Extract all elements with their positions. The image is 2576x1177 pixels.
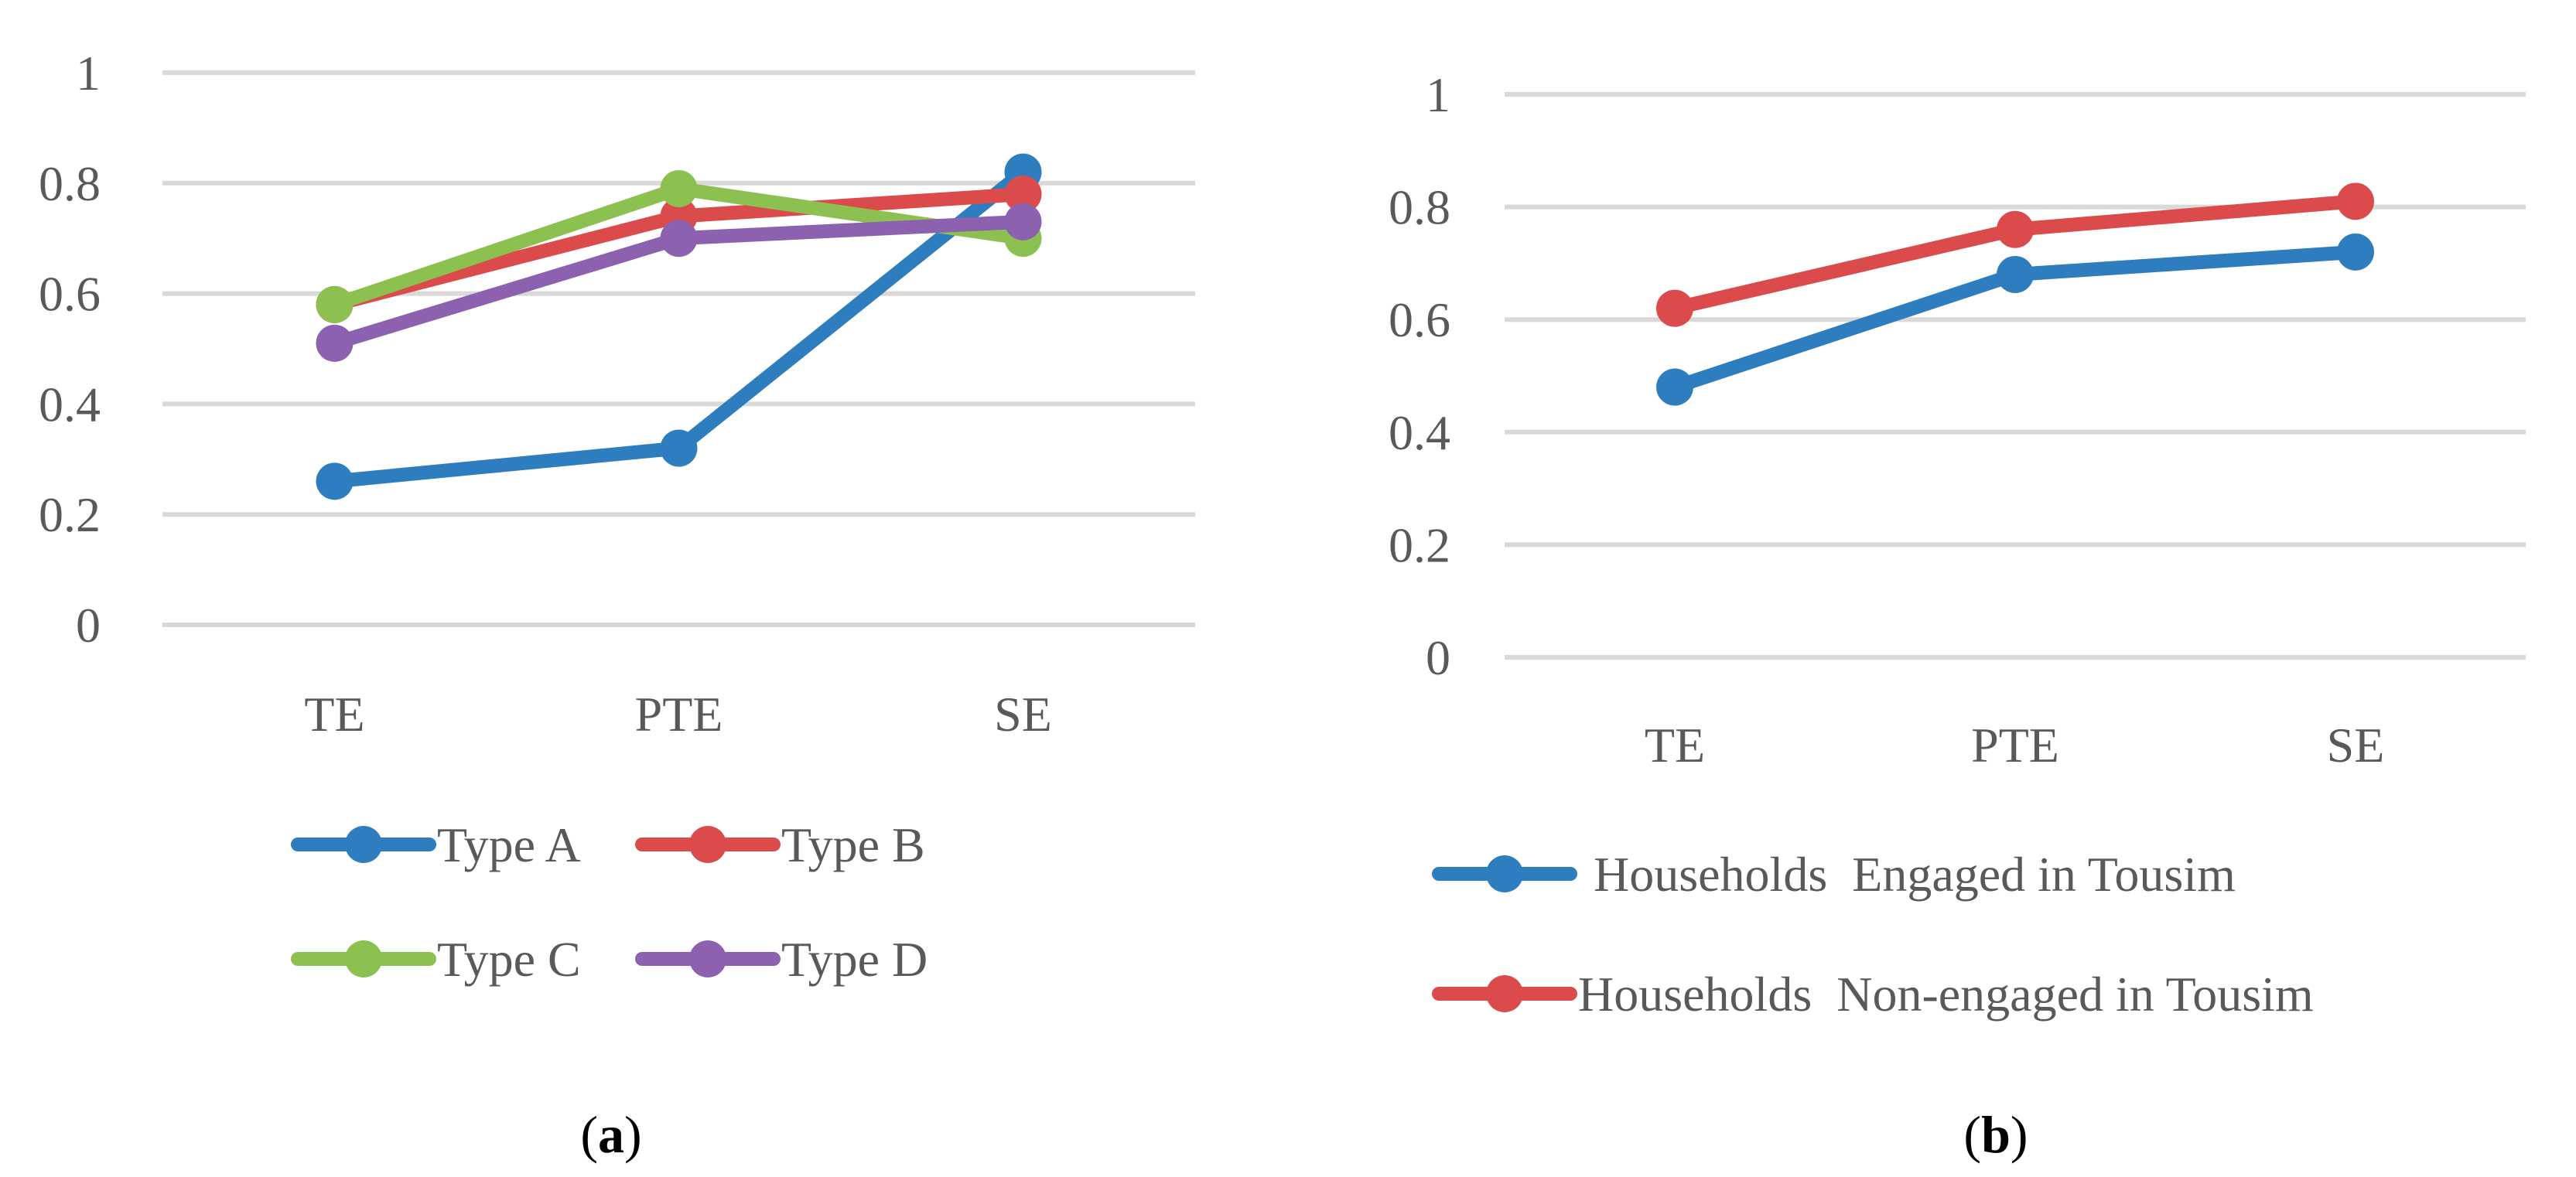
y-tick-label: 0.4: [39, 377, 101, 432]
y-tick-label: 0.6: [1389, 292, 1450, 347]
y-tick-label: 0.8: [39, 156, 101, 211]
y-tick-label: 0: [1426, 630, 1450, 685]
caption-open: (: [1963, 1105, 1981, 1164]
legend-label: Type B: [781, 817, 925, 872]
panel-caption: (a): [580, 1105, 641, 1164]
chart-b: 0 0.2 0.4 0.6 0.8 1 TE PTE SE Households Engaged …: [1389, 67, 2526, 1164]
data-point: [1004, 203, 1042, 241]
y-tick-label: 1: [76, 46, 101, 101]
data-point: [1997, 210, 2034, 248]
caption-letter: b: [1981, 1105, 2011, 1164]
legend-swatch-marker: [1486, 855, 1523, 892]
caption-letter: a: [598, 1105, 624, 1164]
data-point: [660, 429, 698, 467]
legend-label: Type D: [781, 932, 928, 987]
legend-swatch-marker: [345, 940, 382, 977]
x-tick-label: PTE: [1971, 718, 2059, 773]
y-tick-label: 0.2: [39, 487, 101, 542]
legend-label: Type C: [437, 932, 581, 987]
y-tick-label: 0.4: [1389, 405, 1450, 460]
data-point: [316, 462, 354, 500]
data-point: [1997, 255, 2034, 293]
legend-swatch-marker: [345, 826, 382, 863]
legend-label: Households Non-engaged in Tousim: [1578, 967, 2314, 1022]
y-tick-label: 0.8: [1389, 180, 1450, 235]
data-point: [1656, 368, 1693, 406]
legend-label: Type A: [437, 817, 581, 872]
data-point: [2337, 233, 2374, 271]
legend-swatch-marker: [689, 826, 726, 863]
x-tick-label: SE: [994, 687, 1052, 742]
caption-close: ): [624, 1105, 642, 1164]
y-tick-label: 0: [76, 598, 101, 653]
x-tick-label: TE: [1645, 718, 1705, 773]
x-tick-label: PTE: [635, 687, 723, 742]
x-tick-label: SE: [2327, 718, 2385, 773]
data-point: [660, 220, 698, 258]
legend-swatch-marker: [689, 940, 726, 977]
caption-close: ): [2011, 1105, 2028, 1164]
data-point: [660, 169, 698, 207]
data-point: [1656, 289, 1693, 327]
legend-label: Households Engaged in Tousim: [1594, 847, 2236, 902]
legend-swatch-marker: [1486, 975, 1523, 1012]
caption-open: (: [580, 1105, 598, 1164]
data-point: [316, 324, 354, 362]
data-point: [2337, 183, 2374, 220]
y-tick-label: 0.2: [1389, 517, 1450, 572]
panel-caption: (b): [1963, 1105, 2028, 1164]
y-tick-label: 0.6: [39, 267, 101, 322]
data-point: [316, 285, 354, 323]
chart-a: 0 0.2 0.4 0.6 0.8 1 TE PTE SE Type A Type B Type C T…: [39, 46, 1195, 1164]
data-point: [1004, 176, 1042, 213]
y-tick-label: 1: [1426, 67, 1450, 122]
x-tick-label: TE: [304, 687, 364, 742]
